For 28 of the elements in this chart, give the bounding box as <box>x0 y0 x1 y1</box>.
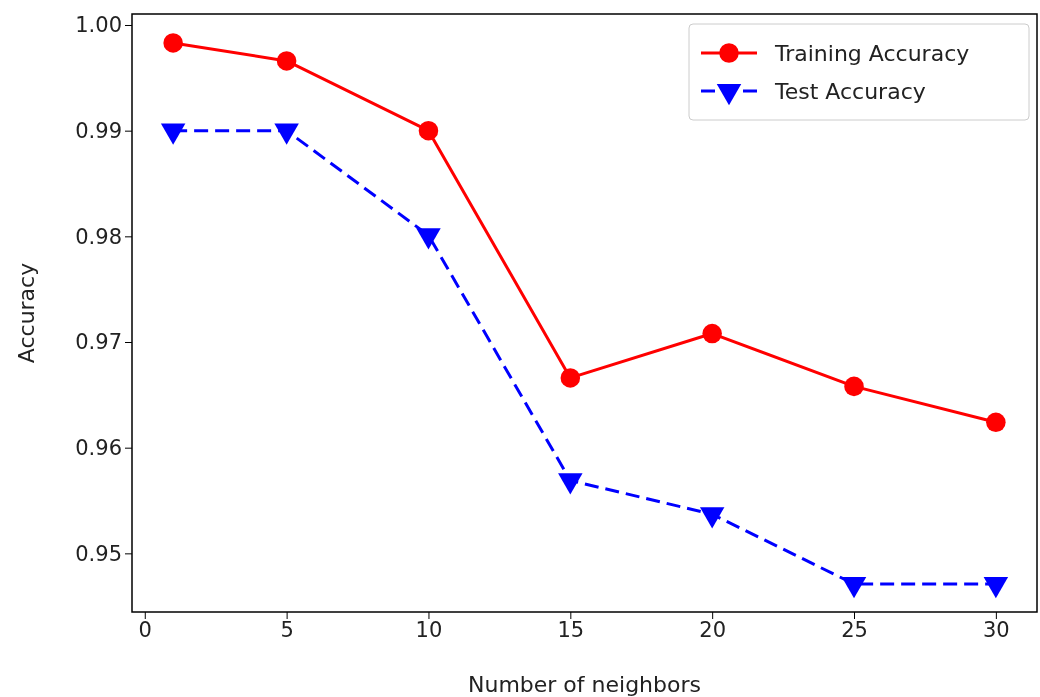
point <box>276 51 297 71</box>
x-tick-label: 0 <box>138 617 152 642</box>
point <box>699 507 725 529</box>
point <box>844 376 864 397</box>
x-tick-label: 25 <box>841 617 868 642</box>
x-tick-label: 20 <box>699 617 727 642</box>
x-axis-title: Number of neighbors <box>468 672 701 697</box>
x-tick-label: 10 <box>415 617 443 642</box>
y-tick-label: 0.96 <box>75 435 122 460</box>
point <box>702 323 722 344</box>
y-tick-label: 0.98 <box>75 224 122 249</box>
point <box>418 120 439 141</box>
point <box>558 473 583 495</box>
x-tick-label: 15 <box>557 617 585 642</box>
legend-label: Training Accuracy <box>774 41 970 66</box>
point <box>560 368 581 388</box>
y-tick-label: 0.99 <box>75 118 122 143</box>
point <box>986 412 1006 433</box>
y-tick-label: 1.00 <box>75 13 122 38</box>
y-tick-label: 0.95 <box>75 541 122 566</box>
y-tick-label: 0.97 <box>75 330 122 355</box>
point <box>163 33 183 53</box>
y-axis-title: Accuracy <box>14 262 39 364</box>
point <box>841 576 867 599</box>
x-tick-label: 5 <box>280 617 294 642</box>
x-tick-label: 30 <box>983 617 1010 642</box>
legend-label: Test Accuracy <box>774 79 926 104</box>
point <box>983 576 1009 599</box>
